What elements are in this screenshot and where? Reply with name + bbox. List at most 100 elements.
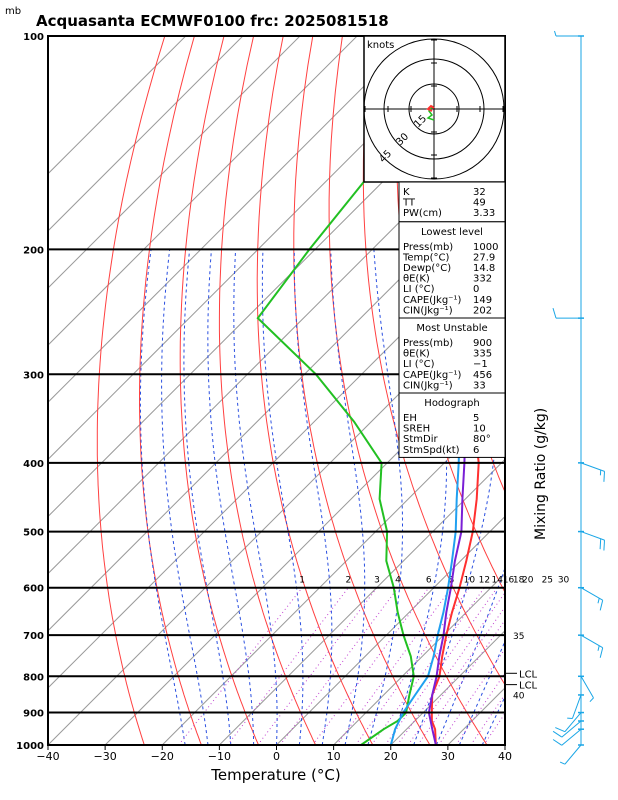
mixing-ratio-line — [336, 587, 452, 745]
isotherm-line — [104, 344, 505, 745]
wind-barb-shaft — [561, 728, 582, 746]
dry-adiabat-line — [609, 36, 618, 745]
isotherm-line — [48, 36, 244, 232]
mixing-ratio-line — [396, 591, 505, 745]
index-label: StmDir — [403, 434, 438, 445]
dry-adiabat-line — [218, 36, 317, 745]
pressure-tick-label: 800 — [23, 672, 44, 683]
isotherm-line — [48, 173, 505, 632]
indices-box — [398, 317, 506, 394]
index-label: StmSpd(kt) — [403, 445, 460, 456]
index-label: CAPE(Jkg⁻¹) — [403, 295, 461, 306]
isotherm-line — [48, 287, 505, 745]
index-label: PW(cm) — [403, 208, 442, 219]
mixing-ratio-line — [455, 672, 505, 745]
mixing-ratio-label: 10 — [464, 576, 476, 586]
wind-barb-flag — [603, 540, 605, 551]
index-label: LI (°C) — [403, 359, 435, 370]
moist-adiabat-line — [481, 695, 505, 745]
index-label: EH — [403, 413, 417, 424]
index-label: Press(mb) — [403, 338, 453, 349]
index-value: 27.9 — [473, 252, 495, 263]
temperature-axis: −40 −30 −20 −10 0 10 20 30 40 — [36, 745, 512, 763]
mixing-ratio-label: 14 — [491, 576, 503, 586]
wind-barb-shaft — [580, 634, 603, 649]
wind-barb-shaft — [564, 744, 582, 765]
index-value: −1 — [473, 359, 488, 370]
wind-barb-half-flag — [554, 30, 557, 37]
mixing-ratio-label: 20 — [522, 576, 534, 586]
mb-unit-label: mb — [5, 6, 21, 17]
mixing-ratio-line — [312, 587, 430, 745]
mixing-ratio-label: 16 — [503, 576, 515, 586]
pressure-tick-label: 600 — [23, 584, 44, 595]
dry-adiabat-line — [579, 36, 618, 745]
pressure-axis: 100 200 300 400 500 600 700 800 900 1000 — [16, 32, 44, 752]
wind-barb-flag — [599, 647, 604, 658]
mixing-ratio-label: 12 — [479, 576, 490, 586]
background-lines — [48, 36, 618, 745]
section-header: Lowest level — [421, 227, 483, 238]
wind-barb-half-flag — [559, 761, 566, 765]
wind-barb-shaft — [561, 720, 582, 738]
pressure-tick-label: 900 — [23, 709, 44, 720]
dry-adiabat-line — [256, 36, 374, 745]
mixing-ratio-side-label: 40 — [513, 692, 525, 702]
wind-barb-shaft — [580, 587, 603, 601]
hodograph-trace-high — [426, 104, 435, 112]
wind-barb-flag — [599, 538, 602, 550]
mixing-ratio-line — [227, 587, 349, 745]
index-value: 6 — [473, 445, 479, 456]
dry-adiabat-line — [489, 36, 505, 225]
x-tick-label: −10 — [208, 750, 231, 763]
pressure-tick-label: 1000 — [16, 741, 44, 752]
index-value: 10 — [473, 424, 486, 435]
index-label: SREH — [403, 424, 430, 435]
moist-adiabat-line — [207, 249, 255, 745]
wind-barb-half-flag — [597, 598, 600, 604]
wind-barb-shaft — [580, 462, 605, 472]
index-label: θE(K) — [403, 349, 430, 360]
mixing-ratio-label: 30 — [558, 576, 570, 586]
index-value: 1000 — [473, 242, 498, 253]
wind-barb-flag — [552, 307, 557, 319]
x-tick-label: 30 — [441, 750, 455, 763]
index-value: 456 — [473, 370, 492, 381]
wind-barb-shaft — [580, 676, 594, 699]
pressure-tick-label: 500 — [23, 528, 44, 539]
dry-adiabat-line — [179, 36, 259, 745]
profile-dewpoint — [256, 36, 478, 745]
mixing-ratio-side-label: 35 — [513, 632, 524, 642]
wind-barb-shaft — [580, 531, 605, 541]
moist-adiabat-line — [367, 249, 403, 745]
index-label: CIN(Jkg⁻¹) — [403, 380, 453, 391]
x-tick-label: 40 — [498, 750, 512, 763]
isotherm-line — [219, 458, 505, 745]
wind-barb-shaft — [564, 712, 582, 733]
index-value: 80° — [473, 434, 491, 445]
isotherm-line — [48, 36, 301, 289]
section-header: Hodograph — [424, 398, 479, 409]
moist-adiabat-line — [183, 249, 232, 745]
pressure-tick-label: 100 — [23, 32, 44, 43]
mixing-ratio-line — [470, 693, 505, 745]
index-label: Temp(°C) — [402, 252, 450, 263]
lcl-label: LCL — [519, 669, 538, 680]
dry-adiabat-line — [328, 36, 488, 745]
dry-adiabat-line — [293, 36, 431, 745]
index-label: LI (°C) — [403, 284, 435, 295]
index-value: 5 — [473, 413, 479, 424]
index-label: TT — [402, 198, 416, 209]
dry-adiabat-line — [139, 36, 202, 745]
mixing-ratio-label: 18 — [513, 576, 525, 586]
dry-adiabat-line — [550, 36, 618, 745]
indices-table: K 32 TT 49 PW(cm) 3.33 Lowest level Press(mb) 10… — [398, 181, 506, 458]
indices-box — [398, 392, 506, 458]
x-tick-label: 10 — [327, 750, 341, 763]
indices-box — [398, 181, 506, 223]
index-value: 49 — [473, 198, 486, 209]
pressure-tick-label: 200 — [23, 245, 44, 256]
